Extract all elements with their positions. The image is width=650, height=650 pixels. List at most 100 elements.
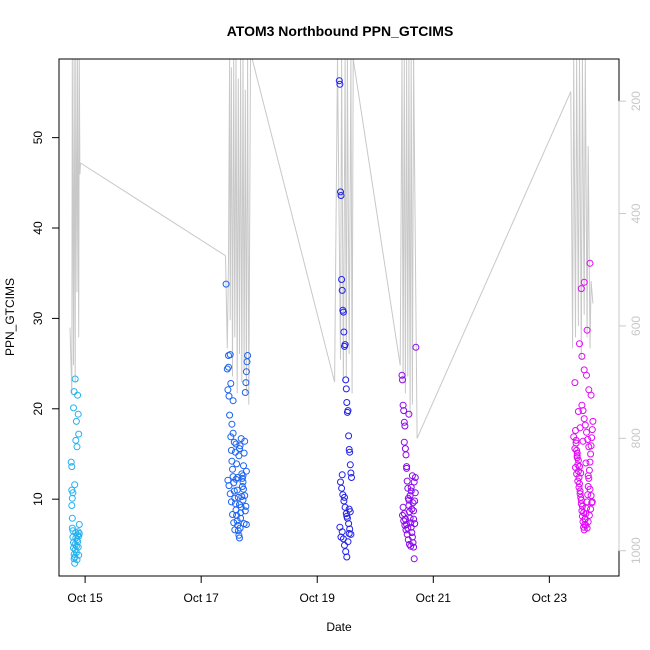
data-point [222, 280, 230, 288]
data-point [236, 501, 243, 509]
y-axis: 10 20 30 40 50 [31, 131, 60, 506]
secondary-y-axis: 200 400 600 800 1000 [618, 91, 643, 564]
data-point [585, 474, 593, 482]
data-point [75, 530, 83, 537]
x-tick-label: Oct 15 [67, 591, 103, 605]
data-point [401, 445, 409, 453]
data-point [405, 410, 413, 418]
y-tick-label: 40 [31, 221, 45, 235]
data-point [226, 351, 234, 359]
data-point [340, 497, 348, 505]
data-point [68, 514, 76, 522]
data-point [75, 430, 83, 438]
data-point [68, 463, 76, 471]
data-point [69, 489, 77, 497]
data-point [230, 519, 238, 527]
data-point [70, 550, 78, 558]
data-point [68, 524, 76, 532]
data-point [74, 391, 82, 399]
secondary-line-segment-6 [399, 58, 415, 416]
data-point [233, 460, 241, 468]
data-point [339, 308, 347, 316]
data-point [230, 438, 238, 446]
data-point [236, 445, 243, 453]
data-point [229, 429, 237, 437]
data-point [573, 452, 581, 460]
data-point [242, 379, 250, 387]
data-point [585, 443, 593, 451]
data-point [407, 483, 415, 491]
secondary-line-segment-9 [570, 58, 594, 360]
data-point [70, 388, 78, 396]
data-point [75, 551, 83, 559]
data-point [241, 507, 249, 515]
data-point [337, 188, 344, 196]
secondary-line-segment-5 [352, 58, 401, 366]
data-point [583, 371, 590, 379]
data-point [71, 375, 79, 383]
data-point [586, 458, 594, 466]
x-tick-label: Oct 23 [532, 591, 568, 605]
data-point [401, 422, 409, 430]
data-point [407, 487, 415, 495]
data-point [227, 446, 235, 454]
secondary-line-segment-3 [251, 58, 336, 383]
data-point [72, 417, 80, 425]
data-point [400, 418, 408, 426]
data-point [348, 474, 355, 481]
data-point [75, 521, 83, 528]
data-point [338, 484, 346, 492]
plot-frame [58, 58, 620, 577]
x-tick-label: Oct 19 [300, 591, 336, 605]
x-tick-label: Oct 21 [416, 591, 452, 605]
data-point [73, 443, 81, 451]
data-point [407, 542, 415, 550]
data-point [74, 410, 82, 418]
data-point [578, 352, 586, 360]
data-point [341, 341, 349, 349]
data-point [585, 511, 593, 519]
data-point [410, 555, 418, 563]
y-tick-label: 10 [31, 492, 45, 506]
secondary-line-layer [69, 58, 594, 439]
data-point [584, 472, 592, 480]
data-point [584, 518, 592, 526]
data-point [412, 343, 420, 351]
data-point [346, 448, 354, 456]
data-point [239, 496, 247, 504]
data-point [341, 493, 348, 501]
data-point [579, 437, 587, 445]
series-1 [222, 280, 252, 542]
data-point [231, 448, 239, 456]
data-point [405, 496, 413, 504]
data-point [586, 259, 594, 267]
data-point [68, 502, 76, 509]
data-point [574, 477, 582, 485]
data-point [74, 543, 82, 551]
data-point [342, 385, 350, 393]
data-point [398, 371, 406, 379]
data-point [237, 435, 245, 443]
data-point [404, 524, 412, 532]
data-point [232, 475, 240, 483]
data-point [232, 440, 240, 448]
data-point [404, 536, 412, 544]
data-point [411, 497, 419, 505]
data-point [239, 478, 247, 486]
data-point [342, 376, 350, 384]
data-point [223, 365, 231, 373]
data-point [338, 471, 346, 479]
data-point [70, 404, 77, 412]
data-point [399, 401, 407, 409]
data-point [400, 407, 408, 415]
data-point [346, 461, 354, 469]
series-4 [570, 259, 597, 534]
data-point [337, 192, 345, 199]
x-tick-label: Oct 17 [183, 591, 219, 605]
data-point [242, 521, 250, 528]
chart-title: ATOM3 Northbound PPN_GTCIMS [227, 23, 454, 39]
data-point [75, 532, 83, 540]
data-point [345, 432, 353, 440]
secondary-tick-label: 200 [629, 91, 643, 111]
data-point [341, 503, 349, 511]
